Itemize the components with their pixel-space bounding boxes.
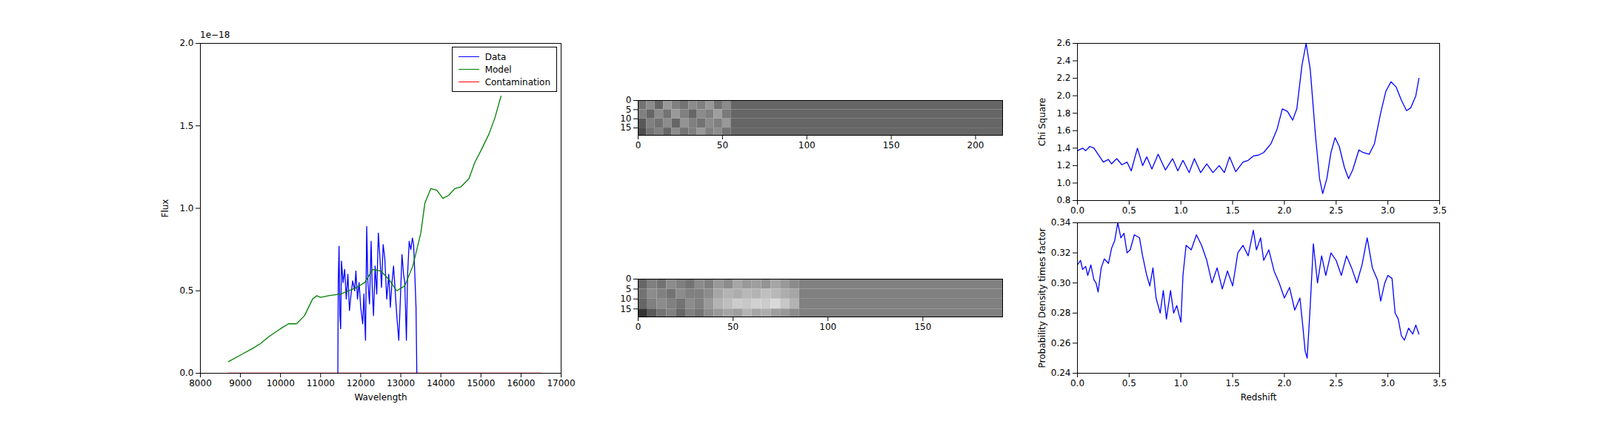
svg-text:1.0: 1.0 — [1174, 205, 1189, 216]
svg-text:17000: 17000 — [546, 377, 575, 389]
svg-text:1.2: 1.2 — [1056, 160, 1071, 171]
svg-text:16000: 16000 — [506, 377, 535, 389]
svg-text:15: 15 — [620, 303, 632, 315]
svg-text:150: 150 — [882, 140, 900, 151]
svg-text:2.0: 2.0 — [1056, 90, 1071, 101]
svg-text:1.5: 1.5 — [179, 120, 194, 132]
svg-text:3.0: 3.0 — [1380, 377, 1395, 389]
svg-text:3.5: 3.5 — [1432, 377, 1447, 389]
svg-text:0.30: 0.30 — [1051, 277, 1072, 289]
svg-text:2.0: 2.0 — [179, 37, 194, 49]
svg-text:2.4: 2.4 — [1056, 55, 1071, 66]
svg-text:0.0: 0.0 — [1070, 377, 1085, 389]
svg-text:Redshift: Redshift — [1240, 391, 1278, 403]
svg-text:Flux: Flux — [160, 199, 171, 218]
svg-text:0.8: 0.8 — [1056, 194, 1071, 206]
svg-text:2.5: 2.5 — [1328, 205, 1343, 216]
svg-text:1.0: 1.0 — [1174, 377, 1189, 389]
svg-text:150: 150 — [914, 321, 932, 332]
svg-text:50: 50 — [727, 321, 739, 332]
svg-text:0: 0 — [625, 95, 632, 106]
svg-text:13000: 13000 — [386, 377, 415, 389]
svg-text:0: 0 — [635, 321, 642, 332]
svg-text:0.5: 0.5 — [179, 285, 194, 296]
svg-text:2.0: 2.0 — [1277, 377, 1292, 389]
svg-text:2.0: 2.0 — [1277, 205, 1292, 216]
svg-text:0.26: 0.26 — [1051, 337, 1072, 349]
svg-text:0.0: 0.0 — [1070, 205, 1085, 216]
svg-text:0.32: 0.32 — [1051, 247, 1072, 258]
svg-text:2.5: 2.5 — [1328, 377, 1343, 389]
svg-text:3.0: 3.0 — [1380, 205, 1395, 216]
svg-text:8000: 8000 — [188, 377, 212, 389]
svg-text:10: 10 — [620, 293, 632, 304]
svg-text:15: 15 — [620, 122, 632, 133]
svg-text:200: 200 — [967, 140, 985, 151]
svg-text:10: 10 — [620, 113, 632, 124]
svg-text:Chi Square: Chi Square — [1037, 97, 1048, 146]
svg-text:0: 0 — [625, 273, 632, 284]
html-text:Data: Data — [484, 51, 507, 62]
svg-text:2.2: 2.2 — [1056, 72, 1071, 83]
svg-text:5: 5 — [625, 104, 632, 115]
html-text:Model: Model — [484, 64, 512, 75]
svg-text:Probability Density times fact: Probability Density times factor — [1037, 227, 1048, 368]
svg-text:12000: 12000 — [346, 377, 375, 389]
svg-text:0.24: 0.24 — [1051, 367, 1072, 378]
svg-text:0: 0 — [635, 140, 642, 151]
svg-text:1.0: 1.0 — [1056, 177, 1071, 189]
html-text:Contamination: Contamination — [484, 76, 551, 88]
svg-text:100: 100 — [819, 321, 837, 332]
svg-text:0.34: 0.34 — [1051, 217, 1072, 228]
svg-text:50: 50 — [717, 140, 729, 151]
svg-text:1.5: 1.5 — [1225, 377, 1240, 389]
svg-text:3.5: 3.5 — [1432, 205, 1447, 216]
svg-text:5: 5 — [625, 283, 632, 295]
svg-text:9000: 9000 — [228, 377, 252, 389]
svg-text:0.28: 0.28 — [1051, 307, 1072, 318]
svg-text:15000: 15000 — [466, 377, 495, 389]
svg-text:14000: 14000 — [426, 377, 455, 389]
svg-text:1.5: 1.5 — [1225, 205, 1240, 216]
svg-text:10000: 10000 — [266, 377, 295, 389]
svg-text:0.5: 0.5 — [1122, 377, 1137, 389]
svg-text:1.0: 1.0 — [179, 202, 194, 214]
svg-text:0.0: 0.0 — [179, 367, 194, 378]
svg-text:100: 100 — [798, 140, 816, 151]
svg-text:2.6: 2.6 — [1056, 37, 1071, 49]
svg-text:1.8: 1.8 — [1056, 108, 1071, 119]
svg-text:1.4: 1.4 — [1056, 142, 1071, 154]
svg-text:Wavelength: Wavelength — [354, 391, 407, 403]
svg-text:0.5: 0.5 — [1122, 205, 1137, 216]
svg-text:1.6: 1.6 — [1056, 125, 1071, 136]
html-text:1e−18: 1e−18 — [200, 29, 230, 40]
svg-text:11000: 11000 — [306, 377, 335, 389]
